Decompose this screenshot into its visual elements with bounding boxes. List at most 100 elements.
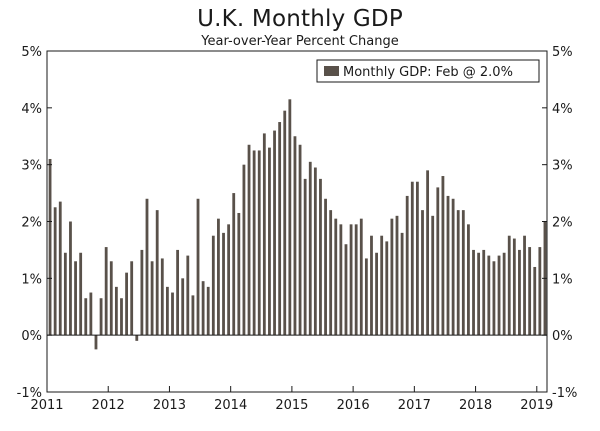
bar xyxy=(365,258,368,335)
bar xyxy=(350,224,353,335)
bar xyxy=(416,182,419,335)
bar xyxy=(477,253,480,335)
x-tick-label: 2015 xyxy=(275,398,308,413)
bar xyxy=(79,253,82,335)
bar xyxy=(283,111,286,335)
y-tick-label-left: 2% xyxy=(21,216,42,231)
bar xyxy=(237,213,240,335)
bar xyxy=(84,298,87,335)
bar xyxy=(467,224,470,335)
bar xyxy=(380,236,383,335)
bar xyxy=(299,145,302,335)
bar xyxy=(288,99,291,335)
bar xyxy=(533,267,536,335)
y-tick-label-right: 1% xyxy=(552,272,573,287)
y-tick-label-right: 4% xyxy=(552,102,573,117)
bar xyxy=(181,278,184,335)
bar xyxy=(273,131,276,336)
bar xyxy=(207,287,210,335)
x-tick-label: 2019 xyxy=(520,398,553,413)
bar xyxy=(493,261,496,335)
bar xyxy=(447,196,450,335)
bar xyxy=(258,150,261,335)
y-tick-label-right: 3% xyxy=(552,159,573,174)
bar xyxy=(248,145,251,335)
bar xyxy=(278,122,281,335)
bar xyxy=(135,335,138,341)
y-tick-label-right: 5% xyxy=(552,45,573,60)
bar xyxy=(319,179,322,335)
bar xyxy=(120,298,123,335)
bar xyxy=(59,202,62,336)
bar xyxy=(146,199,149,335)
bar xyxy=(95,335,98,349)
x-tick-label: 2013 xyxy=(153,398,186,413)
bar xyxy=(294,136,297,335)
x-tick-label: 2014 xyxy=(214,398,247,413)
bar xyxy=(140,250,143,335)
x-tick-label: 2012 xyxy=(92,398,125,413)
bar xyxy=(171,293,174,336)
bar xyxy=(452,199,455,335)
bar xyxy=(498,256,501,336)
bar xyxy=(268,148,271,336)
bar xyxy=(176,250,179,335)
bar xyxy=(528,247,531,335)
bar xyxy=(462,210,465,335)
bar xyxy=(339,224,342,335)
y-tick-label-left: 0% xyxy=(21,329,42,344)
bar xyxy=(406,196,409,335)
legend-swatch xyxy=(324,66,339,76)
bar xyxy=(457,210,460,335)
bar xyxy=(161,258,164,335)
x-tick-label: 2011 xyxy=(30,398,63,413)
bar xyxy=(370,236,373,335)
bar xyxy=(345,244,348,335)
bar xyxy=(54,207,57,335)
bar xyxy=(385,241,388,335)
bar xyxy=(243,165,246,335)
bar xyxy=(110,261,113,335)
bar xyxy=(324,199,327,335)
bar xyxy=(401,233,404,335)
bar xyxy=(217,219,220,336)
plot-frame xyxy=(47,51,547,392)
bar xyxy=(100,298,103,335)
bar xyxy=(482,250,485,335)
bar xyxy=(421,210,424,335)
bar xyxy=(202,281,205,335)
bar xyxy=(151,261,154,335)
bar xyxy=(212,236,215,335)
bar xyxy=(49,159,52,335)
x-tick-label: 2017 xyxy=(398,398,431,413)
x-tick-label: 2018 xyxy=(459,398,492,413)
bar xyxy=(513,239,516,336)
bar xyxy=(390,219,393,336)
bar xyxy=(431,216,434,335)
bar xyxy=(436,187,439,335)
bar xyxy=(156,210,159,335)
bar xyxy=(125,273,128,336)
bar xyxy=(130,261,133,335)
bar xyxy=(105,247,108,335)
bar xyxy=(74,261,77,335)
bar xyxy=(197,199,200,335)
bars-group xyxy=(47,99,547,349)
bar xyxy=(375,253,378,335)
bar xyxy=(304,179,307,335)
bar xyxy=(538,247,541,335)
bar xyxy=(523,236,526,335)
bar xyxy=(503,253,506,335)
bar xyxy=(222,233,225,335)
bar xyxy=(186,256,189,336)
y-tick-label-right: -1% xyxy=(552,386,577,401)
bar xyxy=(334,219,337,336)
bar xyxy=(64,253,67,335)
y-tick-label-left: 3% xyxy=(21,159,42,174)
bar xyxy=(518,250,521,335)
chart-area: 5%4%3%2%1%0%-1% 5%4%3%2%1%0%-1% 2011 2012… xyxy=(0,0,600,431)
bar xyxy=(508,236,511,335)
bar xyxy=(232,193,235,335)
y-tick-label-right: 0% xyxy=(552,329,573,344)
bar xyxy=(192,295,195,335)
